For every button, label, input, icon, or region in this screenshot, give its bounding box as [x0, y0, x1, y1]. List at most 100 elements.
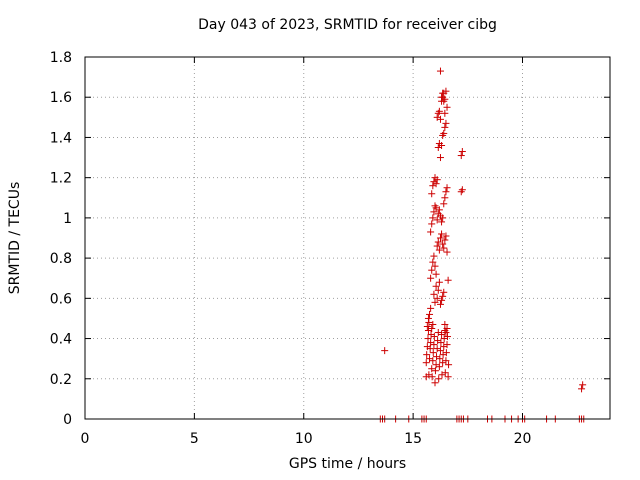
data-point	[428, 365, 436, 373]
data-point	[441, 123, 449, 131]
x-tick-label: 20	[514, 431, 532, 447]
data-point	[423, 351, 431, 359]
data-point	[427, 304, 435, 312]
data-point	[436, 115, 444, 123]
data-point	[440, 97, 448, 105]
data-point	[428, 373, 436, 381]
data-point	[435, 246, 443, 254]
data-point	[444, 373, 452, 381]
data-point	[439, 89, 447, 97]
data-point	[429, 320, 437, 328]
data-point	[430, 252, 438, 260]
data-point	[432, 180, 440, 188]
data-point	[458, 148, 466, 156]
data-point	[442, 349, 450, 357]
data-point	[444, 276, 452, 284]
data-point	[457, 152, 465, 160]
y-tick-label: 1.2	[50, 171, 72, 187]
y-tick-label: 0.8	[50, 251, 72, 267]
x-tick-label: 5	[190, 431, 199, 447]
x-tick-label: 10	[295, 431, 313, 447]
data-point	[441, 320, 449, 328]
data-point	[428, 220, 436, 228]
data-point	[430, 290, 438, 298]
data-point	[441, 109, 449, 117]
data-point	[425, 318, 433, 326]
data-point	[431, 298, 439, 306]
data-point	[381, 347, 389, 355]
data-point	[422, 359, 430, 367]
y-tick-label: 0	[63, 412, 72, 428]
data-point	[431, 262, 439, 270]
data-point	[436, 234, 444, 242]
data-point	[424, 335, 432, 343]
data-point	[437, 339, 445, 347]
data-point	[443, 248, 451, 256]
data-point	[440, 200, 448, 208]
data-point	[431, 379, 439, 387]
data-point	[423, 322, 431, 330]
data-point	[443, 333, 451, 341]
data-point	[442, 232, 450, 240]
data-point	[431, 367, 439, 375]
data-point	[426, 345, 434, 353]
data-point	[439, 214, 447, 222]
data-point	[436, 300, 444, 308]
x-tick-label: 0	[81, 431, 90, 447]
data-point	[427, 274, 435, 282]
data-point	[432, 270, 440, 278]
data-point	[430, 333, 438, 341]
data-point	[430, 208, 438, 216]
data-point	[429, 258, 437, 266]
data-point	[438, 296, 446, 304]
data-point	[441, 236, 449, 244]
y-tick-label: 1.4	[50, 130, 72, 146]
data-point	[440, 288, 448, 296]
y-tick-label: 0.6	[50, 291, 72, 307]
data-point	[430, 341, 438, 349]
data-point	[579, 381, 587, 389]
data-point	[426, 310, 434, 318]
data-point	[435, 375, 443, 383]
y-tick-label: 0.2	[50, 372, 72, 388]
data-point	[435, 278, 443, 286]
y-tick-label: 0.4	[50, 332, 72, 348]
data-point	[440, 244, 448, 252]
chart-title: Day 043 of 2023, SRMTID for receiver cib…	[198, 17, 497, 33]
data-point	[442, 357, 450, 365]
data-point	[428, 266, 436, 274]
data-point	[436, 154, 444, 162]
data-point	[443, 341, 451, 349]
data-point	[438, 331, 446, 339]
x-axis-label: GPS time / hours	[288, 456, 407, 472]
data-point	[428, 325, 436, 332]
data-point	[441, 369, 449, 377]
data-point	[443, 325, 451, 332]
data-point	[436, 355, 444, 363]
data-point	[427, 228, 435, 236]
data-point	[433, 176, 441, 184]
data-point	[433, 242, 441, 250]
data-point	[442, 188, 450, 196]
data-point	[438, 141, 446, 149]
data-point	[429, 214, 437, 222]
y-tick-label: 1	[63, 211, 72, 227]
data-point	[438, 218, 446, 226]
data-point	[578, 385, 586, 393]
data-point	[442, 329, 450, 337]
data-point	[436, 347, 444, 355]
axis-ticks: 0 0.2 0.4 0.6 0.8 1 1.2 1.4 1.6 1.8 0 5 10 15 20	[50, 50, 610, 447]
data-point	[436, 67, 444, 75]
data-point	[440, 129, 448, 137]
data-point	[443, 103, 451, 111]
data-point	[441, 194, 449, 202]
data-point	[428, 190, 436, 198]
y-tick-label: 1.8	[50, 50, 72, 66]
data-points	[376, 67, 588, 423]
data-point	[429, 349, 437, 357]
data-point	[445, 361, 453, 369]
data-point	[458, 186, 466, 194]
data-point	[435, 206, 443, 214]
data-point	[438, 230, 446, 238]
